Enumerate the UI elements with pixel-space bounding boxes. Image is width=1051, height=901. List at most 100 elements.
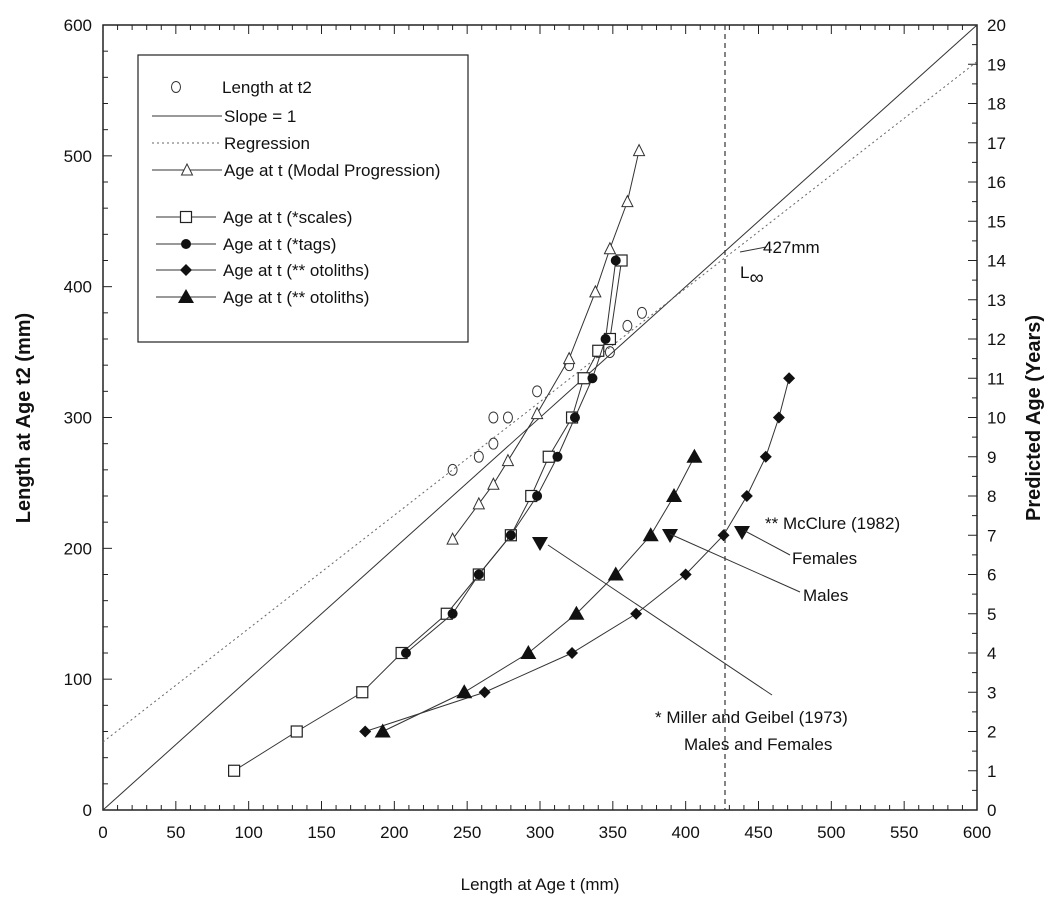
data-point <box>607 566 624 581</box>
legend-item: Slope = 1 <box>152 107 296 126</box>
data-point <box>636 306 647 319</box>
legend: Length at t2 Slope = 1 Regression Age at t … <box>137 54 469 343</box>
x-axis-title: Length at Age t (mm) <box>461 875 620 894</box>
y-tick-label: 600 <box>64 16 92 35</box>
data-point <box>679 568 692 581</box>
series-line <box>382 456 695 732</box>
data-point <box>502 411 513 424</box>
data-point <box>488 411 499 424</box>
data-point <box>228 764 241 777</box>
linf-letter: L <box>740 263 749 282</box>
data-point <box>686 448 703 463</box>
legend-label: Slope = 1 <box>224 107 296 126</box>
data-point <box>488 437 499 450</box>
data-point <box>740 490 753 502</box>
data-point <box>487 477 500 490</box>
series-filled-circle <box>400 255 621 658</box>
data-point <box>600 334 611 344</box>
y2-tick-label: 19 <box>987 55 1006 74</box>
series-line <box>452 150 640 540</box>
y2-tick-label: 3 <box>987 683 996 702</box>
y2-tick-label: 0 <box>987 801 996 820</box>
data-point <box>642 527 659 542</box>
y-tick-label: 500 <box>64 147 92 166</box>
mcclure-label: ** McClure (1982) <box>765 514 900 533</box>
series-line <box>365 378 790 732</box>
data-point <box>569 412 580 423</box>
data-point <box>552 451 563 462</box>
y2-tick-label: 6 <box>987 566 996 585</box>
legend-box <box>137 54 469 343</box>
legend-marker <box>178 289 194 303</box>
legend-item: Age at t (*scales) <box>156 208 352 227</box>
y2-tick-label: 16 <box>987 173 1006 192</box>
data-point <box>400 648 411 658</box>
females-leader <box>744 530 791 556</box>
miller-label-line2: Males and Females <box>684 735 832 754</box>
miller-arrow-marker <box>532 537 548 551</box>
legend-item: Age at t (** otoliths) <box>156 288 369 307</box>
x-tick-label: 200 <box>380 823 408 842</box>
data-point <box>632 143 646 157</box>
data-point <box>456 684 473 699</box>
males-label: Males <box>803 586 848 605</box>
x-tick-label: 450 <box>744 823 772 842</box>
data-point <box>610 255 621 266</box>
axis-ticks <box>102 24 978 811</box>
y2-tick-label: 15 <box>987 212 1006 231</box>
data-point <box>604 346 615 359</box>
data-point <box>589 284 602 298</box>
data-point <box>505 530 516 541</box>
miller-leader <box>547 544 773 696</box>
y2-axis-title: Predicted Age (Years) <box>1023 315 1045 521</box>
legend-items: Length at t2 Slope = 1 Regression Age at t … <box>152 78 440 307</box>
legend-item: Regression <box>152 134 310 153</box>
legend-marker <box>171 81 181 93</box>
y2-tick-label: 12 <box>987 330 1006 349</box>
y-tick-label: 200 <box>64 539 92 558</box>
miller-label-line1: * Miller and Geibel (1973) <box>655 708 848 727</box>
annotation-leaders <box>547 246 801 696</box>
legend-marker <box>180 162 194 176</box>
data-point <box>356 686 369 699</box>
series-filled-triangle <box>374 448 703 738</box>
legend-item: Age at t (*tags) <box>156 235 336 254</box>
y2-tick-label: 20 <box>987 16 1006 35</box>
data-point <box>532 385 543 398</box>
data-point <box>473 450 484 463</box>
y-tick-labels: 0 100 200 300 400 500 600 <box>64 16 92 820</box>
data-point <box>666 488 683 502</box>
data-point <box>592 344 605 357</box>
linf-symbol-label: L∞ <box>740 263 764 289</box>
data-point <box>783 372 796 385</box>
x-tick-label: 0 <box>98 823 107 842</box>
data-point <box>566 647 579 659</box>
x-tick-label: 100 <box>234 823 262 842</box>
data-point <box>717 529 730 542</box>
legend-marker <box>180 264 192 276</box>
legend-marker <box>179 210 193 224</box>
data-point <box>374 723 391 738</box>
y2-tick-label: 13 <box>987 291 1006 310</box>
series-filled-diamond <box>359 372 796 738</box>
legend-label: Length at t2 <box>222 78 312 97</box>
y2-tick-label: 11 <box>987 369 1005 388</box>
females-label: Females <box>792 549 857 568</box>
males-leader <box>669 533 801 593</box>
y2-tick-label: 1 <box>987 762 996 781</box>
data-point <box>772 411 785 424</box>
data-point <box>446 532 459 545</box>
y2-tick-label: 18 <box>987 95 1006 114</box>
data-point <box>478 686 491 699</box>
data-point <box>759 450 772 463</box>
series-layer <box>102 24 978 811</box>
x-tick-label: 550 <box>890 823 918 842</box>
y-tick-label: 100 <box>64 670 92 689</box>
legend-label: Age at t (** otoliths) <box>223 261 369 280</box>
y2-tick-label: 17 <box>987 134 1006 153</box>
females-arrow-marker <box>734 526 750 540</box>
data-point <box>359 725 372 738</box>
x-tick-label: 350 <box>599 823 627 842</box>
legend-marker <box>181 239 191 249</box>
